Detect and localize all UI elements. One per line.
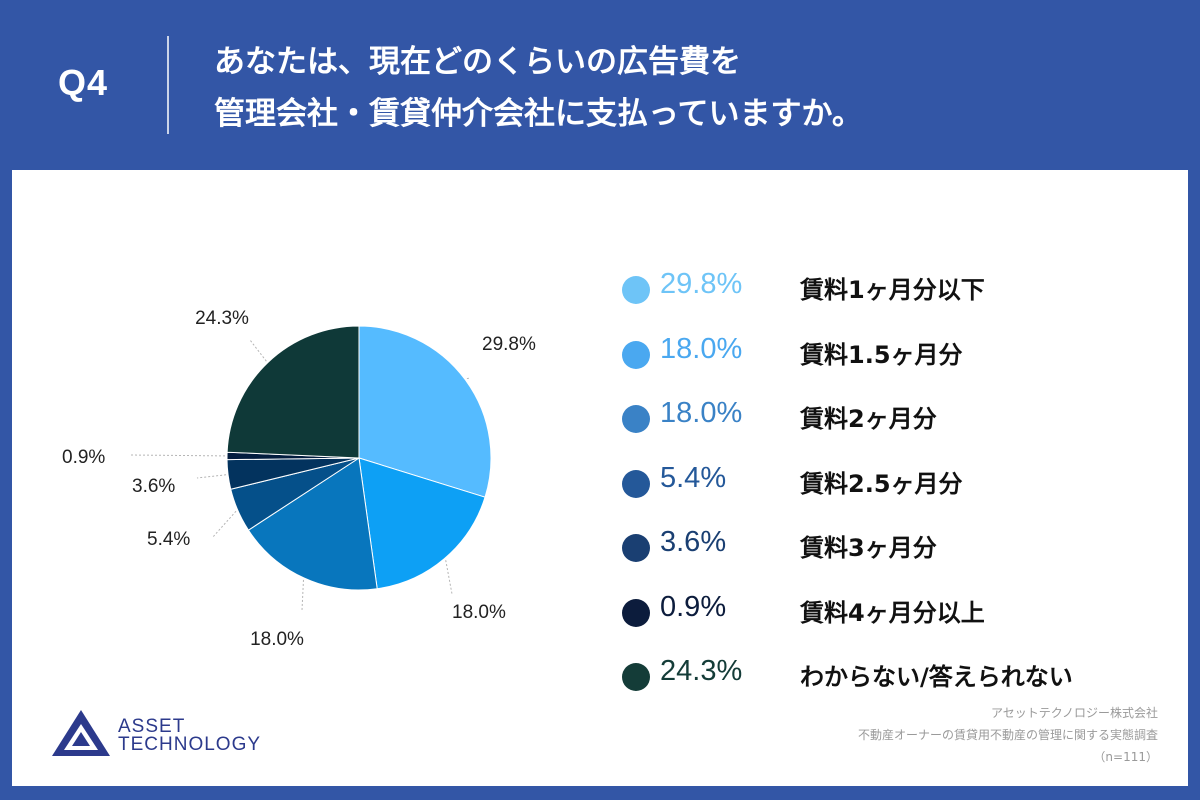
legend-label: 賃料1.5ヶ月分 [800, 340, 963, 369]
legend-label: 賃料4ヶ月分以上 [800, 598, 985, 627]
pie-slice-1 [358, 325, 492, 498]
pie-data-label-7: 24.3% [195, 308, 249, 329]
leader-line-4 [211, 510, 237, 539]
pie-slice-2 [358, 457, 486, 590]
leader-line-7 [249, 339, 267, 362]
pie-data-label-5: 3.6% [132, 476, 175, 497]
logo-text-technology: TECHNOLOGY [118, 734, 262, 755]
pie-data-label-4: 5.4% [147, 529, 190, 550]
pie-data-label-1: 29.8% [482, 334, 536, 355]
pie-chart: 29.8% 18.0% 18.0% 5.4% 3.6% 0.9% 24.3% [62, 308, 536, 650]
header-divider [167, 36, 169, 134]
legend-color-dot [622, 663, 650, 691]
source-company: アセットテクノロジー株式会社 [990, 706, 1158, 720]
legend-label: 賃料2.5ヶ月分 [800, 469, 963, 498]
question-number: Q4 [58, 62, 109, 103]
pie-data-label-6: 0.9% [62, 447, 105, 468]
pie-data-label-3: 18.0% [250, 629, 304, 650]
legend-label: 賃料3ヶ月分 [800, 534, 937, 562]
logo-triangle-icon [52, 710, 110, 756]
logo-text-asset: ASSET [118, 716, 186, 737]
legend-label: わからない/答えられない [800, 663, 1073, 691]
legend-color-dot [622, 598, 650, 627]
legend-value: 5.4% [660, 461, 727, 494]
pie-slice-3 [247, 457, 378, 591]
legend-label: 賃料2ヶ月分 [800, 405, 937, 433]
chart-card: 29.8% 18.0% 18.0% 5.4% 3.6% 0.9% 24.3% 29.8% 賃料… [12, 170, 1188, 786]
source-note: アセットテクノロジー株式会社 不動産オーナーの賃貸用不動産の管理に関する実態調査… [858, 702, 1158, 768]
source-sample-size: （n=111） [1093, 750, 1158, 764]
legend-color-dot [622, 405, 650, 433]
legend-value: 18.0% [660, 332, 743, 365]
legend-value: 18.0% [660, 397, 743, 429]
header: Q4 あなたは、現在どのくらいの広告費を 管理会社・賃貸仲介会社に支払っています… [0, 0, 1200, 170]
company-logo: ASSET TECHNOLOGY [48, 706, 260, 764]
legend-color-dot [622, 534, 650, 562]
legend-color-dot [622, 276, 650, 304]
legend-value: 24.3% [660, 655, 743, 687]
legend-value: 0.9% [660, 590, 727, 623]
legend-label: 賃料1ヶ月分以下 [800, 276, 985, 304]
leader-line-3 [301, 579, 304, 611]
leader-line-6 [129, 454, 226, 457]
question-title: あなたは、現在どのくらいの広告費を 管理会社・賃貸仲介会社に支払っていますか。 [214, 36, 863, 140]
question-title-line-2: 管理会社・賃貸仲介会社に支払っていますか。 [214, 96, 863, 132]
leader-line-1 [466, 377, 471, 380]
leader-line-5 [196, 474, 227, 479]
pie-data-label-2: 18.0% [452, 602, 506, 623]
legend-value: 29.8% [660, 268, 743, 300]
legend-color-dot [622, 340, 650, 369]
leader-line-2 [445, 560, 453, 595]
question-title-line-1: あなたは、現在どのくらいの広告費を [214, 44, 741, 80]
legend-color-dot [622, 469, 650, 498]
pie-slice-7 [226, 325, 360, 459]
source-survey: 不動産オーナーの賃貸用不動産の管理に関する実態調査 [857, 728, 1158, 742]
legend-value: 3.6% [660, 526, 727, 558]
